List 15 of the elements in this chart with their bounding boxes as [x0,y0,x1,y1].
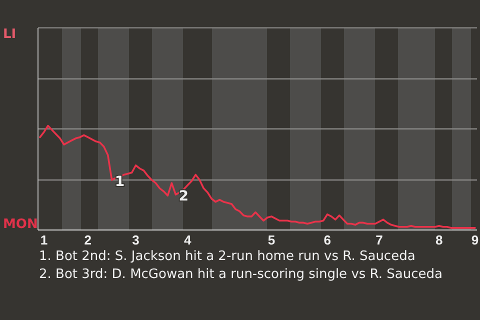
x-tick-label: 8 [435,232,443,248]
x-tick-label: 1 [40,232,48,248]
x-tick-label: 2 [84,232,92,248]
text: LI [3,27,16,42]
x-tick-label: 7 [376,232,383,248]
x-tick-label: 6 [324,232,331,248]
annotation: 1 [114,174,125,190]
annotation: 2 [178,188,188,205]
text: MON [3,217,38,232]
x-tick-label: 9 [471,232,479,248]
text: 1. Bot 2nd: S. Jackson hit a 2-run home run vs R. Sauceda [39,249,416,264]
x-tick-label: 4 [184,232,192,248]
text: 2. Bot 3rd: D. McGowan hit a run-scoring single vs R. Sauceda [39,267,442,282]
x-tick-label: 3 [132,232,140,248]
x-tick-label: 5 [268,232,276,248]
